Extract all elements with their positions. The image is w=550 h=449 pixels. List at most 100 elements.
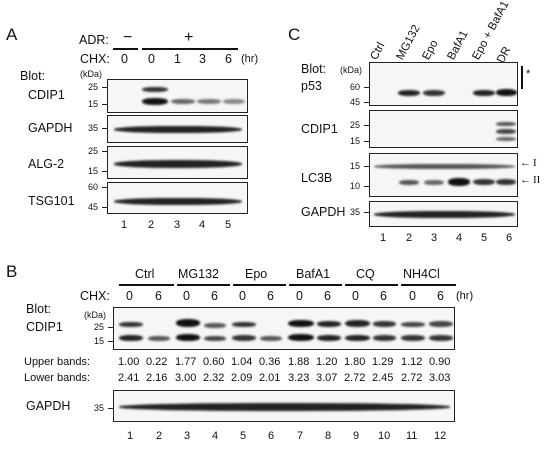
blot-c-lc3b xyxy=(369,153,518,197)
lane-number: 2 xyxy=(406,232,413,244)
marker-45: 45 xyxy=(88,202,99,212)
chx-value: 6 xyxy=(324,289,331,303)
marker-25: 25 xyxy=(88,146,99,156)
chx-value: 0 xyxy=(148,52,155,66)
marker-35: 35 xyxy=(88,123,99,133)
lane-number: 1 xyxy=(127,430,134,442)
marker-15: 15 xyxy=(94,336,105,346)
column-label: Ctrl xyxy=(368,40,388,62)
lane-number: 5 xyxy=(481,232,488,244)
blot-label-c: Blot: xyxy=(301,62,327,76)
marker-60: 60 xyxy=(350,82,361,92)
lane-number: 7 xyxy=(297,430,304,442)
chx-value: 6 xyxy=(267,289,274,303)
adr-plus: + xyxy=(184,29,194,46)
chx-value: 0 xyxy=(239,289,246,303)
row-label-cdip1-b: CDIP1 xyxy=(26,320,63,334)
lower-value: 2.09 xyxy=(231,372,253,384)
lane-number: 5 xyxy=(240,430,247,442)
chx-value: 6 xyxy=(380,289,387,303)
blot-a-alg2 xyxy=(107,146,248,179)
lane-number: 4 xyxy=(212,430,219,442)
upper-value: 0.90 xyxy=(429,356,451,368)
group-label: Epo xyxy=(245,267,268,281)
blot-label-b: Blot: xyxy=(26,302,52,316)
panel-c-letter: C xyxy=(288,25,301,44)
chx-value: 0 xyxy=(409,289,416,303)
marker-10: 10 xyxy=(350,181,361,191)
adr-minus-line xyxy=(113,48,138,50)
row-label-alg2-a: ALG-2 xyxy=(28,157,65,171)
marker-35: 35 xyxy=(350,207,361,217)
panel-b-letter: B xyxy=(6,262,18,281)
lane-number: 2 xyxy=(148,219,155,231)
group-label: BafA1 xyxy=(296,267,331,281)
blot-label-a: Blot: xyxy=(20,69,46,83)
kda-label-b: (kDa) xyxy=(84,310,106,320)
blot-b-gapdh xyxy=(113,390,455,422)
blot-c-p53 xyxy=(369,62,518,106)
marker-25: 25 xyxy=(94,322,105,332)
marker-35: 35 xyxy=(94,403,105,413)
lower-value: 2.41 xyxy=(118,372,140,384)
adr-label: ADR: xyxy=(79,33,109,47)
lower-value: 2.01 xyxy=(259,372,281,384)
upper-value: 0.60 xyxy=(203,356,225,368)
lower-bands-label: Lower bands: xyxy=(24,372,91,384)
upper-value: 1.88 xyxy=(288,356,310,368)
lc3-arrow-ii: ← xyxy=(520,174,531,186)
lane-number: 6 xyxy=(506,232,513,244)
adr-plus-line xyxy=(142,48,238,50)
lane-number: 4 xyxy=(199,219,206,231)
chx-value: 0 xyxy=(121,52,128,66)
lower-value: 3.07 xyxy=(316,372,338,384)
chx-label-a: CHX: xyxy=(80,52,110,66)
lane-number: 9 xyxy=(353,430,360,442)
lower-value: 2.72 xyxy=(344,372,366,384)
upper-value: 1.04 xyxy=(231,356,253,368)
lane-number: 10 xyxy=(378,430,391,442)
column-label: BafA1 xyxy=(445,28,471,63)
lower-value: 3.23 xyxy=(288,372,310,384)
chx-value: 0 xyxy=(296,289,303,303)
lane-number: 12 xyxy=(434,430,447,442)
lane-number: 6 xyxy=(268,430,275,442)
marker-15: 15 xyxy=(350,136,361,146)
kda-label-a: (kDa) xyxy=(80,69,102,79)
row-label-gapdh-c: GAPDH xyxy=(301,205,346,219)
lc3-label-i: I xyxy=(533,157,537,169)
chx-value: 3 xyxy=(199,52,206,66)
blot-a-cdip1 xyxy=(107,79,248,113)
blot-c-cdip1 xyxy=(369,110,518,148)
upper-value: 1.80 xyxy=(344,356,366,368)
chx-value: 0 xyxy=(183,289,190,303)
lane-number: 3 xyxy=(174,219,181,231)
lane-number: 5 xyxy=(225,219,232,231)
chx-value: 6 xyxy=(211,289,218,303)
chx-value: 6 xyxy=(225,52,232,66)
lane-number: 1 xyxy=(380,232,387,244)
column-label: Epo xyxy=(420,38,441,62)
chx-value: 1 xyxy=(174,52,181,66)
lane-number: 2 xyxy=(156,430,163,442)
row-label-cdip1-a: CDIP1 xyxy=(28,88,65,102)
blot-a-gapdh xyxy=(107,115,248,143)
marker-15: 15 xyxy=(350,161,361,171)
blot-a-tsg101 xyxy=(107,182,248,214)
column-label: MG132 xyxy=(394,23,423,63)
marker-15: 15 xyxy=(88,166,99,176)
upper-value: 1.00 xyxy=(118,356,140,368)
lc3-label-ii: II xyxy=(533,174,541,186)
hr-unit-b: (hr) xyxy=(456,290,474,302)
lower-value: 2.72 xyxy=(401,372,423,384)
chx-value: 6 xyxy=(155,289,162,303)
row-label-tsg101-a: TSG101 xyxy=(28,194,75,208)
marker-25: 25 xyxy=(88,82,99,92)
marker-25: 25 xyxy=(350,120,361,130)
chx-value: 6 xyxy=(437,289,444,303)
row-label-gapdh-b: GAPDH xyxy=(26,399,71,413)
lane-number: 11 xyxy=(406,430,418,442)
marker-15: 15 xyxy=(88,99,99,109)
group-label: MG132 xyxy=(178,267,219,281)
group-label: CQ xyxy=(356,267,375,281)
